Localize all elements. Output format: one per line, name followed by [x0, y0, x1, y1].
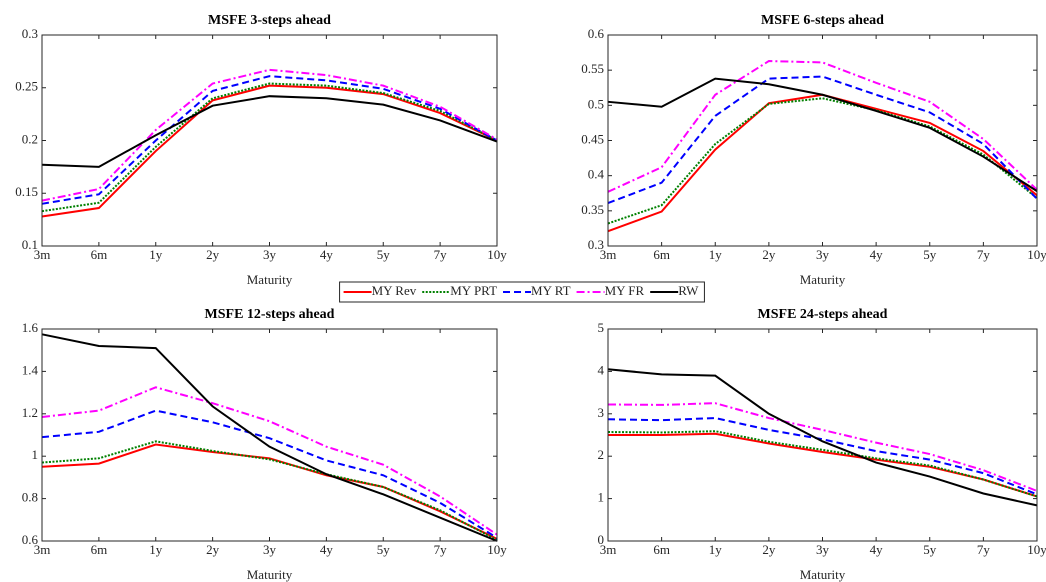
y-tick-label: 0.4 — [588, 167, 605, 182]
series-line — [41, 333, 498, 542]
x-tick-label: 3m — [600, 247, 617, 262]
y-tick-label: 0 — [598, 532, 605, 547]
x-tick-label: 6m — [91, 542, 108, 557]
legend-label: MY PRT — [450, 283, 497, 298]
x-tick-label: 7y — [977, 542, 991, 557]
chart-title: MSFE 3-steps ahead — [208, 13, 331, 28]
y-tick-label: 0.2 — [22, 131, 38, 146]
series-line — [607, 368, 1038, 507]
y-tick-label: 1 — [598, 490, 605, 505]
series-line — [41, 386, 498, 536]
x-tick-label: 1y — [709, 247, 723, 262]
series-line — [41, 440, 498, 541]
legend: MY Rev MY PRT MY RT MY FR RW — [339, 281, 705, 303]
x-tick-label: 7y — [434, 542, 448, 557]
legend-box — [339, 281, 705, 303]
x-tick-label: 7y — [977, 247, 991, 262]
x-tick-label: 6m — [653, 247, 670, 262]
series-line — [607, 77, 1038, 192]
series-line — [41, 68, 498, 202]
x-axis-label: Maturity — [247, 567, 293, 582]
x-tick-label: 3m — [34, 247, 51, 262]
y-tick-label: 0.15 — [15, 184, 38, 199]
y-tick-label: 1.2 — [22, 405, 38, 420]
x-tick-label: 5y — [923, 542, 937, 557]
y-tick-label: 0.3 — [588, 237, 604, 252]
x-tick-label: 3m — [600, 542, 617, 557]
series-line — [41, 75, 498, 205]
legend-label: MY RT — [531, 283, 571, 298]
series-line — [41, 409, 498, 539]
y-tick-label: 0.5 — [588, 96, 604, 111]
plot-frame — [41, 34, 498, 247]
series-line — [607, 417, 1038, 496]
legend-label: MY FR — [605, 283, 645, 298]
y-tick-label: 1.4 — [22, 362, 39, 377]
x-tick-label: 2y — [206, 542, 220, 557]
plot-area — [42, 35, 497, 246]
plot-frame — [607, 34, 1038, 247]
y-tick-label: 2 — [598, 447, 605, 462]
x-tick-label: 6m — [653, 542, 670, 557]
plot-frame — [607, 328, 1038, 542]
y-tick-label: 0.6 — [588, 26, 605, 41]
y-tick-label: 1.6 — [22, 320, 39, 335]
x-tick-label: 3y — [816, 247, 830, 262]
chart-title: MSFE 6-steps ahead — [761, 13, 884, 28]
x-tick-label: 5y — [377, 247, 391, 262]
x-tick-label: 10y — [1027, 247, 1046, 262]
x-tick-label: 5y — [923, 247, 937, 262]
x-tick-label: 4y — [320, 247, 334, 262]
x-tick-label: 1y — [149, 247, 163, 262]
legend-label: RW — [678, 283, 699, 298]
series-line — [607, 60, 1038, 193]
x-tick-label: 2y — [762, 542, 776, 557]
x-tick-label: 1y — [709, 542, 723, 557]
chart-title: MSFE 24-steps ahead — [758, 307, 888, 322]
series-line — [607, 430, 1038, 498]
x-tick-label: 3y — [263, 542, 277, 557]
y-tick-label: 0.8 — [22, 490, 38, 505]
x-axis-label: Maturity — [247, 272, 293, 287]
x-tick-label: 3y — [263, 247, 277, 262]
y-tick-label: 4 — [598, 362, 605, 377]
y-tick-label: 0.3 — [22, 26, 38, 41]
x-tick-label: 3m — [34, 542, 51, 557]
x-tick-label: 4y — [870, 542, 884, 557]
x-tick-label: 2y — [762, 247, 776, 262]
series-line — [41, 84, 498, 218]
x-tick-label: 1y — [149, 542, 163, 557]
x-tick-label: 7y — [434, 247, 448, 262]
chart-title: MSFE 12-steps ahead — [205, 307, 335, 322]
x-tick-label: 10y — [487, 542, 507, 557]
x-tick-label: 10y — [487, 247, 507, 262]
x-tick-label: 3y — [816, 542, 830, 557]
x-axis-label: Maturity — [800, 272, 846, 287]
plot-area — [42, 329, 497, 541]
x-tick-label: 4y — [320, 542, 334, 557]
y-tick-label: 0.55 — [581, 61, 604, 76]
series-line — [607, 97, 1038, 225]
y-tick-label: 1 — [32, 447, 39, 462]
y-tick-label: 0.35 — [581, 202, 604, 217]
y-tick-label: 0.25 — [15, 79, 38, 94]
series-line — [607, 402, 1038, 492]
y-tick-label: 5 — [598, 320, 605, 335]
series-line — [41, 95, 498, 168]
x-tick-label: 10y — [1027, 542, 1046, 557]
y-tick-label: 3 — [598, 405, 605, 420]
y-tick-label: 0.1 — [22, 237, 38, 252]
y-tick-label: 0.6 — [22, 532, 39, 547]
x-tick-label: 4y — [870, 247, 884, 262]
y-tick-label: 0.45 — [581, 131, 604, 146]
series-line — [41, 82, 498, 213]
plot-area — [608, 35, 1037, 246]
legend-label: MY Rev — [372, 283, 417, 298]
x-axis-label: Maturity — [800, 567, 846, 582]
x-tick-label: 6m — [91, 247, 108, 262]
x-tick-label: 2y — [206, 247, 220, 262]
plot-frame — [41, 328, 498, 542]
x-tick-label: 5y — [377, 542, 391, 557]
